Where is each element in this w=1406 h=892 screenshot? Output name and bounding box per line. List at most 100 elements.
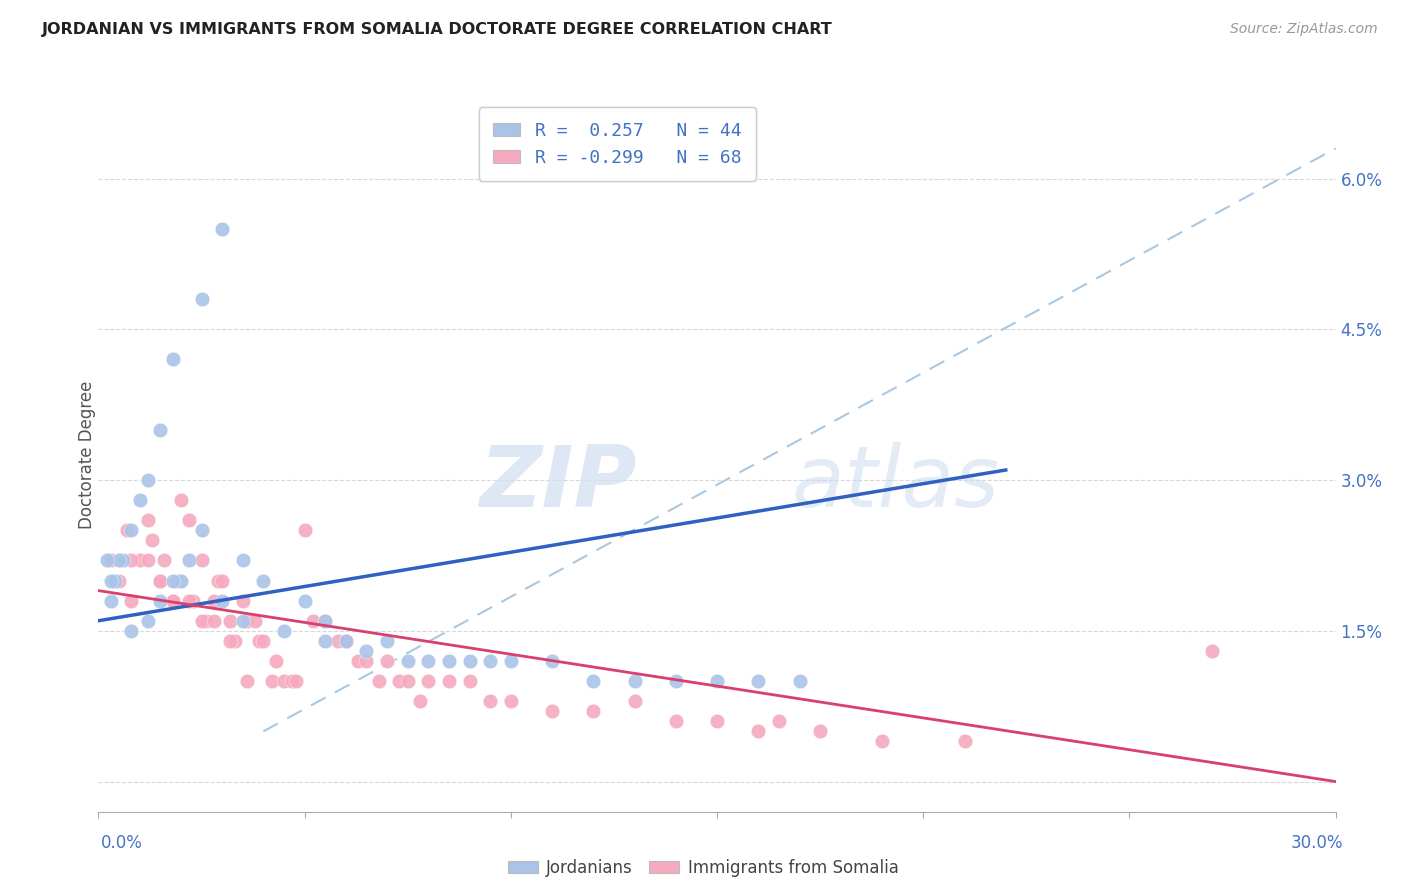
Point bbox=[162, 593, 184, 607]
Y-axis label: Doctorate Degree: Doctorate Degree bbox=[79, 381, 96, 529]
Point bbox=[100, 593, 122, 607]
Point bbox=[458, 674, 481, 689]
Point bbox=[190, 524, 212, 538]
Point bbox=[219, 614, 242, 628]
Point bbox=[623, 674, 645, 689]
Point bbox=[166, 574, 188, 588]
Point bbox=[149, 593, 172, 607]
Point bbox=[179, 513, 201, 527]
Point bbox=[285, 674, 308, 689]
Point bbox=[162, 574, 184, 588]
Point bbox=[953, 734, 976, 748]
Point bbox=[260, 674, 283, 689]
Point bbox=[162, 593, 184, 607]
Point bbox=[273, 624, 295, 638]
Point bbox=[120, 624, 142, 638]
Point bbox=[335, 633, 357, 648]
Point bbox=[281, 674, 304, 689]
Point bbox=[108, 553, 131, 567]
Point bbox=[458, 654, 481, 668]
Point bbox=[870, 734, 893, 748]
Point bbox=[264, 654, 287, 668]
Point bbox=[418, 674, 440, 689]
Point bbox=[302, 614, 325, 628]
Point bbox=[219, 633, 242, 648]
Point bbox=[747, 724, 769, 739]
Point bbox=[120, 593, 142, 607]
Point bbox=[211, 593, 233, 607]
Point bbox=[100, 553, 122, 567]
Point bbox=[541, 654, 564, 668]
Point bbox=[314, 614, 336, 628]
Point bbox=[479, 694, 502, 708]
Point bbox=[190, 292, 212, 306]
Text: ZIP: ZIP bbox=[479, 442, 637, 525]
Point bbox=[437, 674, 460, 689]
Point bbox=[789, 674, 811, 689]
Point bbox=[120, 524, 142, 538]
Point bbox=[136, 553, 159, 567]
Point bbox=[388, 674, 411, 689]
Point bbox=[112, 553, 135, 567]
Point bbox=[437, 654, 460, 668]
Point bbox=[375, 633, 398, 648]
Legend: R =  0.257   N = 44, R = -0.299   N = 68: R = 0.257 N = 44, R = -0.299 N = 68 bbox=[478, 107, 755, 181]
Point bbox=[706, 714, 728, 729]
Point bbox=[294, 593, 316, 607]
Point bbox=[96, 553, 118, 567]
Text: 30.0%: 30.0% bbox=[1291, 834, 1343, 852]
Text: JORDANIAN VS IMMIGRANTS FROM SOMALIA DOCTORATE DEGREE CORRELATION CHART: JORDANIAN VS IMMIGRANTS FROM SOMALIA DOC… bbox=[42, 22, 832, 37]
Point bbox=[236, 674, 259, 689]
Point bbox=[194, 614, 217, 628]
Point bbox=[190, 614, 212, 628]
Point bbox=[128, 493, 150, 508]
Point bbox=[499, 654, 522, 668]
Point bbox=[100, 574, 122, 588]
Point bbox=[136, 473, 159, 487]
Point bbox=[479, 654, 502, 668]
Point bbox=[232, 593, 254, 607]
Point bbox=[356, 644, 378, 658]
Point bbox=[202, 593, 225, 607]
Point bbox=[211, 221, 233, 235]
Text: Source: ZipAtlas.com: Source: ZipAtlas.com bbox=[1230, 22, 1378, 37]
Point bbox=[179, 593, 201, 607]
Point bbox=[207, 574, 229, 588]
Point bbox=[294, 524, 316, 538]
Point bbox=[149, 423, 172, 437]
Point bbox=[409, 694, 432, 708]
Point bbox=[136, 614, 159, 628]
Point bbox=[314, 633, 336, 648]
Point bbox=[541, 704, 564, 718]
Point bbox=[108, 574, 131, 588]
Point bbox=[706, 674, 728, 689]
Point bbox=[367, 674, 389, 689]
Point bbox=[273, 674, 295, 689]
Point bbox=[418, 654, 440, 668]
Point bbox=[582, 704, 605, 718]
Point bbox=[149, 574, 172, 588]
Point bbox=[747, 674, 769, 689]
Point bbox=[128, 553, 150, 567]
Point bbox=[211, 574, 233, 588]
Point bbox=[181, 593, 204, 607]
Point bbox=[104, 574, 127, 588]
Point bbox=[808, 724, 831, 739]
Point bbox=[247, 633, 270, 648]
Point bbox=[1201, 644, 1223, 658]
Point bbox=[190, 553, 212, 567]
Point bbox=[232, 553, 254, 567]
Text: atlas: atlas bbox=[792, 442, 1000, 525]
Point bbox=[120, 553, 142, 567]
Point bbox=[136, 513, 159, 527]
Point bbox=[314, 614, 336, 628]
Point bbox=[162, 352, 184, 367]
Point bbox=[499, 694, 522, 708]
Point bbox=[243, 614, 266, 628]
Point bbox=[252, 574, 274, 588]
Point bbox=[623, 694, 645, 708]
Point bbox=[665, 714, 688, 729]
Point bbox=[375, 654, 398, 668]
Point bbox=[396, 654, 419, 668]
Point bbox=[665, 674, 688, 689]
